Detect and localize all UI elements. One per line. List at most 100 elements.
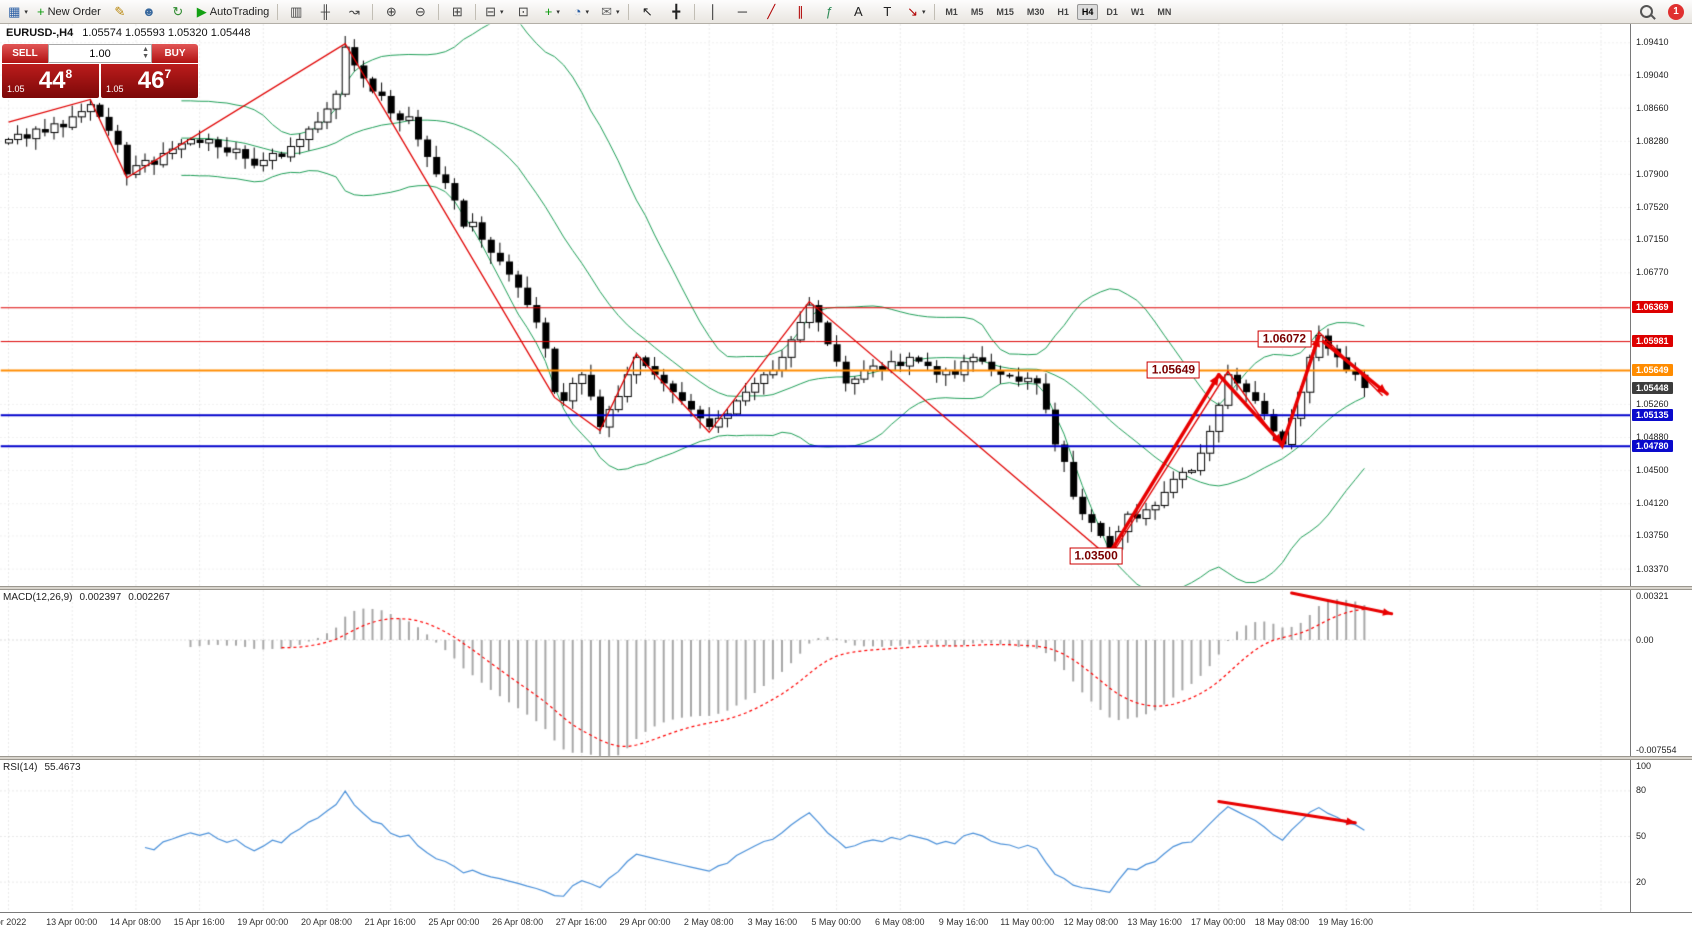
panel-divider[interactable]	[0, 756, 1692, 760]
macd-axis-label: 0.00	[1636, 634, 1654, 645]
periods-button[interactable]: ◔ ▾	[567, 1, 595, 23]
sell-price-button[interactable]: 1.05 44 8	[2, 64, 99, 98]
macd-axis-label: -0.007554	[1636, 745, 1677, 755]
zoom-out-button[interactable]: ⊖	[406, 1, 434, 23]
price-badge: 1.04780	[1632, 439, 1673, 452]
candlestick-chart-icon: ╫	[320, 4, 330, 19]
timeframe-m5-button[interactable]: M5	[970, 6, 984, 17]
chevron-down-icon: ▾	[585, 8, 589, 16]
time-axis-label: 19 May 16:00	[1318, 917, 1373, 927]
arrange-windows-button[interactable]: ⊡	[509, 1, 537, 23]
buy-price-button[interactable]: 1.05 46 7	[101, 64, 198, 98]
sell-price-point: 8	[65, 67, 73, 81]
new-order-button[interactable]: + New Order	[33, 1, 105, 23]
periods-icon: ◔	[573, 4, 582, 19]
time-axis-label: 21 Apr 16:00	[364, 917, 416, 927]
timeframe-w1-button[interactable]: W1	[1130, 6, 1145, 17]
line-chart-button[interactable]: ↝	[340, 1, 368, 23]
timeframe-h4-button[interactable]: H4	[1076, 3, 1099, 20]
price-callout[interactable]: 1.06072	[1257, 330, 1312, 348]
equidistant-channel-icon: ∥	[797, 4, 804, 19]
vertical-line-button[interactable]: │	[699, 1, 727, 23]
buy-price-prefix: 1.05	[106, 84, 124, 94]
time-axis-label: 9 May 16:00	[938, 917, 989, 927]
sell-button[interactable]: SELL	[2, 44, 48, 63]
price-axis-label: 1.04120	[1636, 498, 1669, 509]
trendline-button[interactable]: ╱	[757, 1, 785, 23]
search-button[interactable]	[1632, 1, 1660, 23]
arrows-tool-button[interactable]: ↘ ▾	[902, 1, 930, 23]
bar-chart-icon: ▥	[290, 4, 303, 19]
refresh-button[interactable]: ↻	[164, 1, 192, 23]
text-button[interactable]: A	[844, 1, 872, 23]
chevron-down-icon: ▾	[922, 8, 926, 16]
buy-price-point: 7	[164, 67, 172, 81]
autotrading-button[interactable]: ▶ AutoTrading	[193, 1, 274, 23]
timeframe-m15-button[interactable]: M15	[996, 6, 1014, 17]
price-axis-label: 1.06770	[1636, 267, 1669, 278]
buy-price-pips: 46	[137, 67, 165, 94]
ohlc-values: 1.05574 1.05593 1.05320 1.05448	[82, 27, 251, 39]
toolbar-separator	[277, 3, 279, 20]
fibonacci-button[interactable]: ƒ	[815, 1, 843, 23]
new-order-label: New Order	[47, 5, 101, 18]
templates-icon: ✉	[601, 4, 612, 19]
metaeditor-button[interactable]: ✎	[106, 1, 134, 23]
timeframe-m30-button[interactable]: M30	[1026, 6, 1045, 17]
volume-down-icon[interactable]: ▼	[142, 53, 149, 60]
time-axis-label: Apr 2022	[0, 917, 27, 927]
timeframe-h1-button[interactable]: H1	[1057, 6, 1069, 17]
price-callout[interactable]: 1.03500	[1069, 547, 1123, 564]
crosshair-button[interactable]: ╋	[662, 1, 690, 23]
arrange-windows-icon: ⊡	[517, 4, 529, 19]
rsi-header: RSI(14) 55.4673	[3, 762, 81, 773]
crosshair-icon: ╋	[672, 4, 681, 19]
price-callout[interactable]: 1.05649	[1146, 361, 1201, 379]
time-axis-label: 11 May 00:00	[1000, 917, 1055, 927]
time-axis-label: 19 Apr 00:00	[237, 917, 289, 927]
time-axis-label: 6 May 08:00	[875, 917, 925, 927]
price-axis-label: 1.08280	[1636, 135, 1669, 146]
vertical-line-icon: │	[709, 4, 718, 19]
text-label-button[interactable]: T	[873, 1, 901, 23]
candlestick-chart-button[interactable]: ╫	[311, 1, 339, 23]
new-chart-window-button[interactable]: + ▾	[538, 1, 566, 23]
templates-button[interactable]: ✉ ▾	[596, 1, 624, 23]
new-chart-button[interactable]: ▦ ▾	[4, 1, 32, 23]
volume-field[interactable]: 1.00 ▲ ▼	[48, 44, 152, 63]
rsi-axis-label: 80	[1636, 785, 1647, 796]
cursor-button[interactable]: ↖	[633, 1, 661, 23]
bar-chart-button[interactable]: ▥	[282, 1, 310, 23]
tile-windows-button[interactable]: ⊞	[443, 1, 471, 23]
text-icon: A	[853, 4, 863, 19]
horizontal-line-button[interactable]: ─	[728, 1, 756, 23]
profile-button[interactable]: ☻	[135, 1, 163, 23]
volume-stepper[interactable]: ▲ ▼	[142, 46, 149, 60]
time-axis-label: 17 May 00:00	[1191, 917, 1246, 927]
chevron-down-icon: ▾	[24, 8, 28, 16]
chevron-down-icon: ▾	[616, 8, 620, 16]
price-badge: 1.05448	[1632, 381, 1673, 394]
time-axis-label: 2 May 08:00	[683, 917, 734, 927]
cascade-windows-button[interactable]: ⊟ ▾	[480, 1, 508, 23]
toolbar-separator	[694, 3, 696, 20]
rsi-axis-label: 50	[1636, 831, 1647, 841]
zoom-in-button[interactable]: ⊕	[377, 1, 405, 23]
sell-price-prefix: 1.05	[7, 84, 25, 94]
price-axis: 1.09410 1.09040 1.08660 1.08280 1.07900 1.075…	[1630, 24, 1692, 912]
timeframe-mn-button[interactable]: MN	[1157, 6, 1172, 17]
buy-button[interactable]: BUY	[152, 44, 198, 63]
timeframe-m1-button[interactable]: M1	[945, 6, 958, 17]
panel-divider[interactable]	[0, 586, 1692, 590]
toolbar-separator	[628, 3, 630, 20]
price-badge: 1.05135	[1632, 408, 1673, 421]
timeframe-d1-button[interactable]: D1	[1106, 6, 1118, 17]
volume-up-icon[interactable]: ▲	[142, 46, 149, 53]
equidistant-channel-button[interactable]: ∥	[786, 1, 814, 23]
notification-badge[interactable]: 1	[1668, 3, 1684, 20]
price-chart-canvas[interactable]	[0, 24, 1630, 912]
horizontal-line-icon: ─	[737, 4, 747, 19]
arrows-tool-icon: ↘	[907, 4, 918, 19]
price-axis-label: 1.09410	[1636, 37, 1669, 48]
